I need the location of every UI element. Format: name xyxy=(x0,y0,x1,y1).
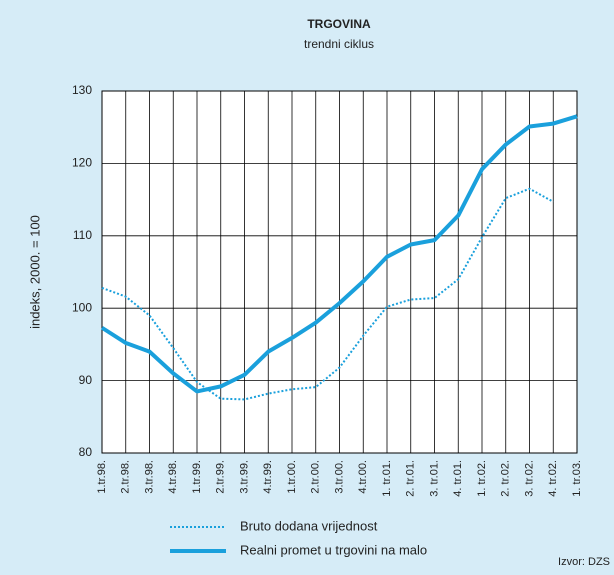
x-tick-label: 4.tr.99. xyxy=(262,460,274,494)
x-tick-label: 1. tr.02. xyxy=(476,460,488,497)
x-tick-label: 2.tr.00. xyxy=(310,460,322,494)
chart-title: TRGOVINA xyxy=(307,17,371,31)
x-tick-label: 4.tr.00. xyxy=(357,460,369,494)
x-tick-label: 4. tr.01. xyxy=(452,460,464,497)
x-tick-label: 3. tr.01. xyxy=(428,460,440,497)
y-axis-label: indeks, 2000. = 100 xyxy=(27,215,42,329)
y-tick-label: 110 xyxy=(73,228,92,242)
y-tick-label: 130 xyxy=(72,83,92,97)
x-tick-label: 4.tr.98. xyxy=(167,460,179,494)
x-tick-label: 4. tr.02. xyxy=(547,460,559,497)
x-tick-label: 2. tr.01. xyxy=(405,460,417,497)
x-tick-label: 1. tr.01. xyxy=(381,460,393,497)
y-tick-label: 120 xyxy=(72,156,92,170)
x-tick-label: 2. tr.02. xyxy=(500,460,512,497)
series-line xyxy=(101,187,554,401)
source: Izvor: DZS xyxy=(558,556,610,568)
x-tick-label: 1.tr.99. xyxy=(191,460,203,494)
y-tick-label: 100 xyxy=(72,300,92,314)
x-tick-label: 3. tr.02. xyxy=(523,460,535,497)
x-tick-label: 3.tr.99. xyxy=(238,460,250,494)
chart-subtitle: trendni ciklus xyxy=(304,37,374,51)
x-tick-label: 3.tr.98. xyxy=(143,460,155,494)
x-tick-label: 2.tr.98. xyxy=(120,460,132,494)
x-tick-label: 1.tr.98. xyxy=(96,460,108,494)
series-line xyxy=(100,114,578,394)
legend-label: Bruto dodana vrijednost xyxy=(240,518,378,533)
y-tick-label: 90 xyxy=(79,373,93,387)
x-tick-label: 2.tr.99. xyxy=(215,460,227,494)
y-tick-label: 80 xyxy=(79,445,93,459)
legend-label: Realni promet u trgovini na malo xyxy=(240,542,427,557)
x-tick-label: 3.tr.00. xyxy=(333,460,345,494)
x-tick-label: 1.tr.00. xyxy=(286,460,298,494)
plot-border xyxy=(101,90,578,454)
x-tick-label: 1. tr.03. xyxy=(571,460,583,497)
